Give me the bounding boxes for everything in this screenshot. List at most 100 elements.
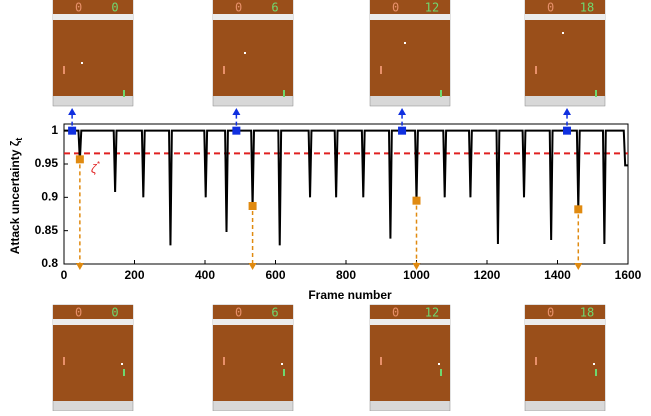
x-tick-label: 800 xyxy=(336,268,356,282)
paddle-left xyxy=(223,66,225,74)
blue-arrow-head xyxy=(68,108,77,115)
field xyxy=(525,325,605,401)
paddle-left xyxy=(535,66,537,74)
wall xyxy=(525,14,605,20)
x-axis-label: Frame number xyxy=(308,288,392,302)
x-tick-label: 1000 xyxy=(403,268,430,282)
y-tick-label: 0.9 xyxy=(41,190,58,204)
score-right: 6 xyxy=(271,1,278,15)
wall xyxy=(525,319,605,325)
ball xyxy=(244,52,246,54)
game-frame: 0 12 xyxy=(369,304,451,412)
ball xyxy=(562,32,564,34)
score-bar xyxy=(53,305,133,319)
score-right: 12 xyxy=(425,306,439,320)
paddle-right xyxy=(595,90,597,97)
wall xyxy=(213,14,293,20)
paddle-left xyxy=(63,66,65,74)
x-tick-label: 400 xyxy=(195,268,215,282)
ball xyxy=(81,62,83,64)
y-label-sub: t xyxy=(14,138,24,141)
threshold-label: ζ* xyxy=(91,160,101,176)
orange-marker xyxy=(75,155,84,164)
blue-marker xyxy=(563,126,572,135)
paddle-left xyxy=(380,66,382,74)
game-frame: 0 12 xyxy=(369,0,451,107)
field xyxy=(53,20,133,96)
field xyxy=(213,20,293,96)
x-tick-label: 1200 xyxy=(474,268,501,282)
y-label-text: Attack uncertainty ζ xyxy=(8,140,22,254)
orange-marker xyxy=(412,196,421,205)
orange-arrow-head xyxy=(248,263,257,270)
score-left: 0 xyxy=(547,1,554,15)
y-tick-label: 0.85 xyxy=(35,223,59,237)
wall xyxy=(53,14,133,20)
paddle-right xyxy=(283,90,285,97)
x-tick-label: 600 xyxy=(265,268,285,282)
blue-marker xyxy=(398,126,407,135)
threshold-sym: ζ xyxy=(91,162,98,176)
x-tick-label: 200 xyxy=(124,268,144,282)
field xyxy=(370,325,450,401)
ball xyxy=(593,363,595,365)
score-left: 0 xyxy=(75,306,82,320)
plot-frame xyxy=(63,123,629,265)
score-right: 0 xyxy=(111,306,118,320)
threshold-sup: * xyxy=(97,160,101,169)
paddle-left xyxy=(535,357,537,365)
orange-marker xyxy=(248,202,257,210)
blue-marker xyxy=(68,126,77,135)
x-tick-label: 1600 xyxy=(615,268,642,282)
y-tick-label: 0.8 xyxy=(41,256,58,270)
wall xyxy=(370,319,450,325)
score-left: 0 xyxy=(392,306,399,320)
score-bar xyxy=(370,0,450,14)
score-left: 0 xyxy=(75,1,82,15)
score-left: 0 xyxy=(235,1,242,15)
wall xyxy=(53,319,133,325)
ball xyxy=(404,42,406,44)
ball xyxy=(121,363,123,365)
score-bar xyxy=(525,0,605,14)
y-tick-label: 0.95 xyxy=(35,156,59,170)
game-frame: 0 18 xyxy=(524,0,606,107)
blue-arrow-head xyxy=(563,108,572,115)
field xyxy=(53,325,133,401)
game-frame: 0 18 xyxy=(524,304,606,412)
field xyxy=(370,20,450,96)
score-left: 0 xyxy=(392,1,399,15)
wall xyxy=(370,14,450,20)
blue-arrow-head xyxy=(232,108,241,115)
orange-arrow-head xyxy=(75,263,84,270)
field xyxy=(213,325,293,401)
paddle-left xyxy=(63,357,65,365)
blue-marker xyxy=(232,126,241,135)
blue-arrow-head xyxy=(398,108,407,115)
score-right: 6 xyxy=(271,306,278,320)
score-bar xyxy=(53,0,133,14)
ball xyxy=(281,363,283,365)
wall xyxy=(213,319,293,325)
orange-arrow-head xyxy=(574,263,583,270)
score-right: 12 xyxy=(425,1,439,15)
score-bar xyxy=(525,305,605,319)
paddle-right xyxy=(595,369,597,376)
ball xyxy=(438,363,440,365)
score-left: 0 xyxy=(547,306,554,320)
score-right: 18 xyxy=(580,306,594,320)
paddle-right xyxy=(123,369,125,376)
uncertainty-line xyxy=(64,129,628,246)
paddle-right xyxy=(440,90,442,97)
y-axis-label: Attack uncertainty ζt xyxy=(8,138,24,255)
score-bar xyxy=(213,305,293,319)
score-right: 18 xyxy=(580,1,594,15)
paddle-right xyxy=(440,369,442,376)
paddle-right xyxy=(123,90,125,97)
x-tick-label: 1400 xyxy=(544,268,571,282)
